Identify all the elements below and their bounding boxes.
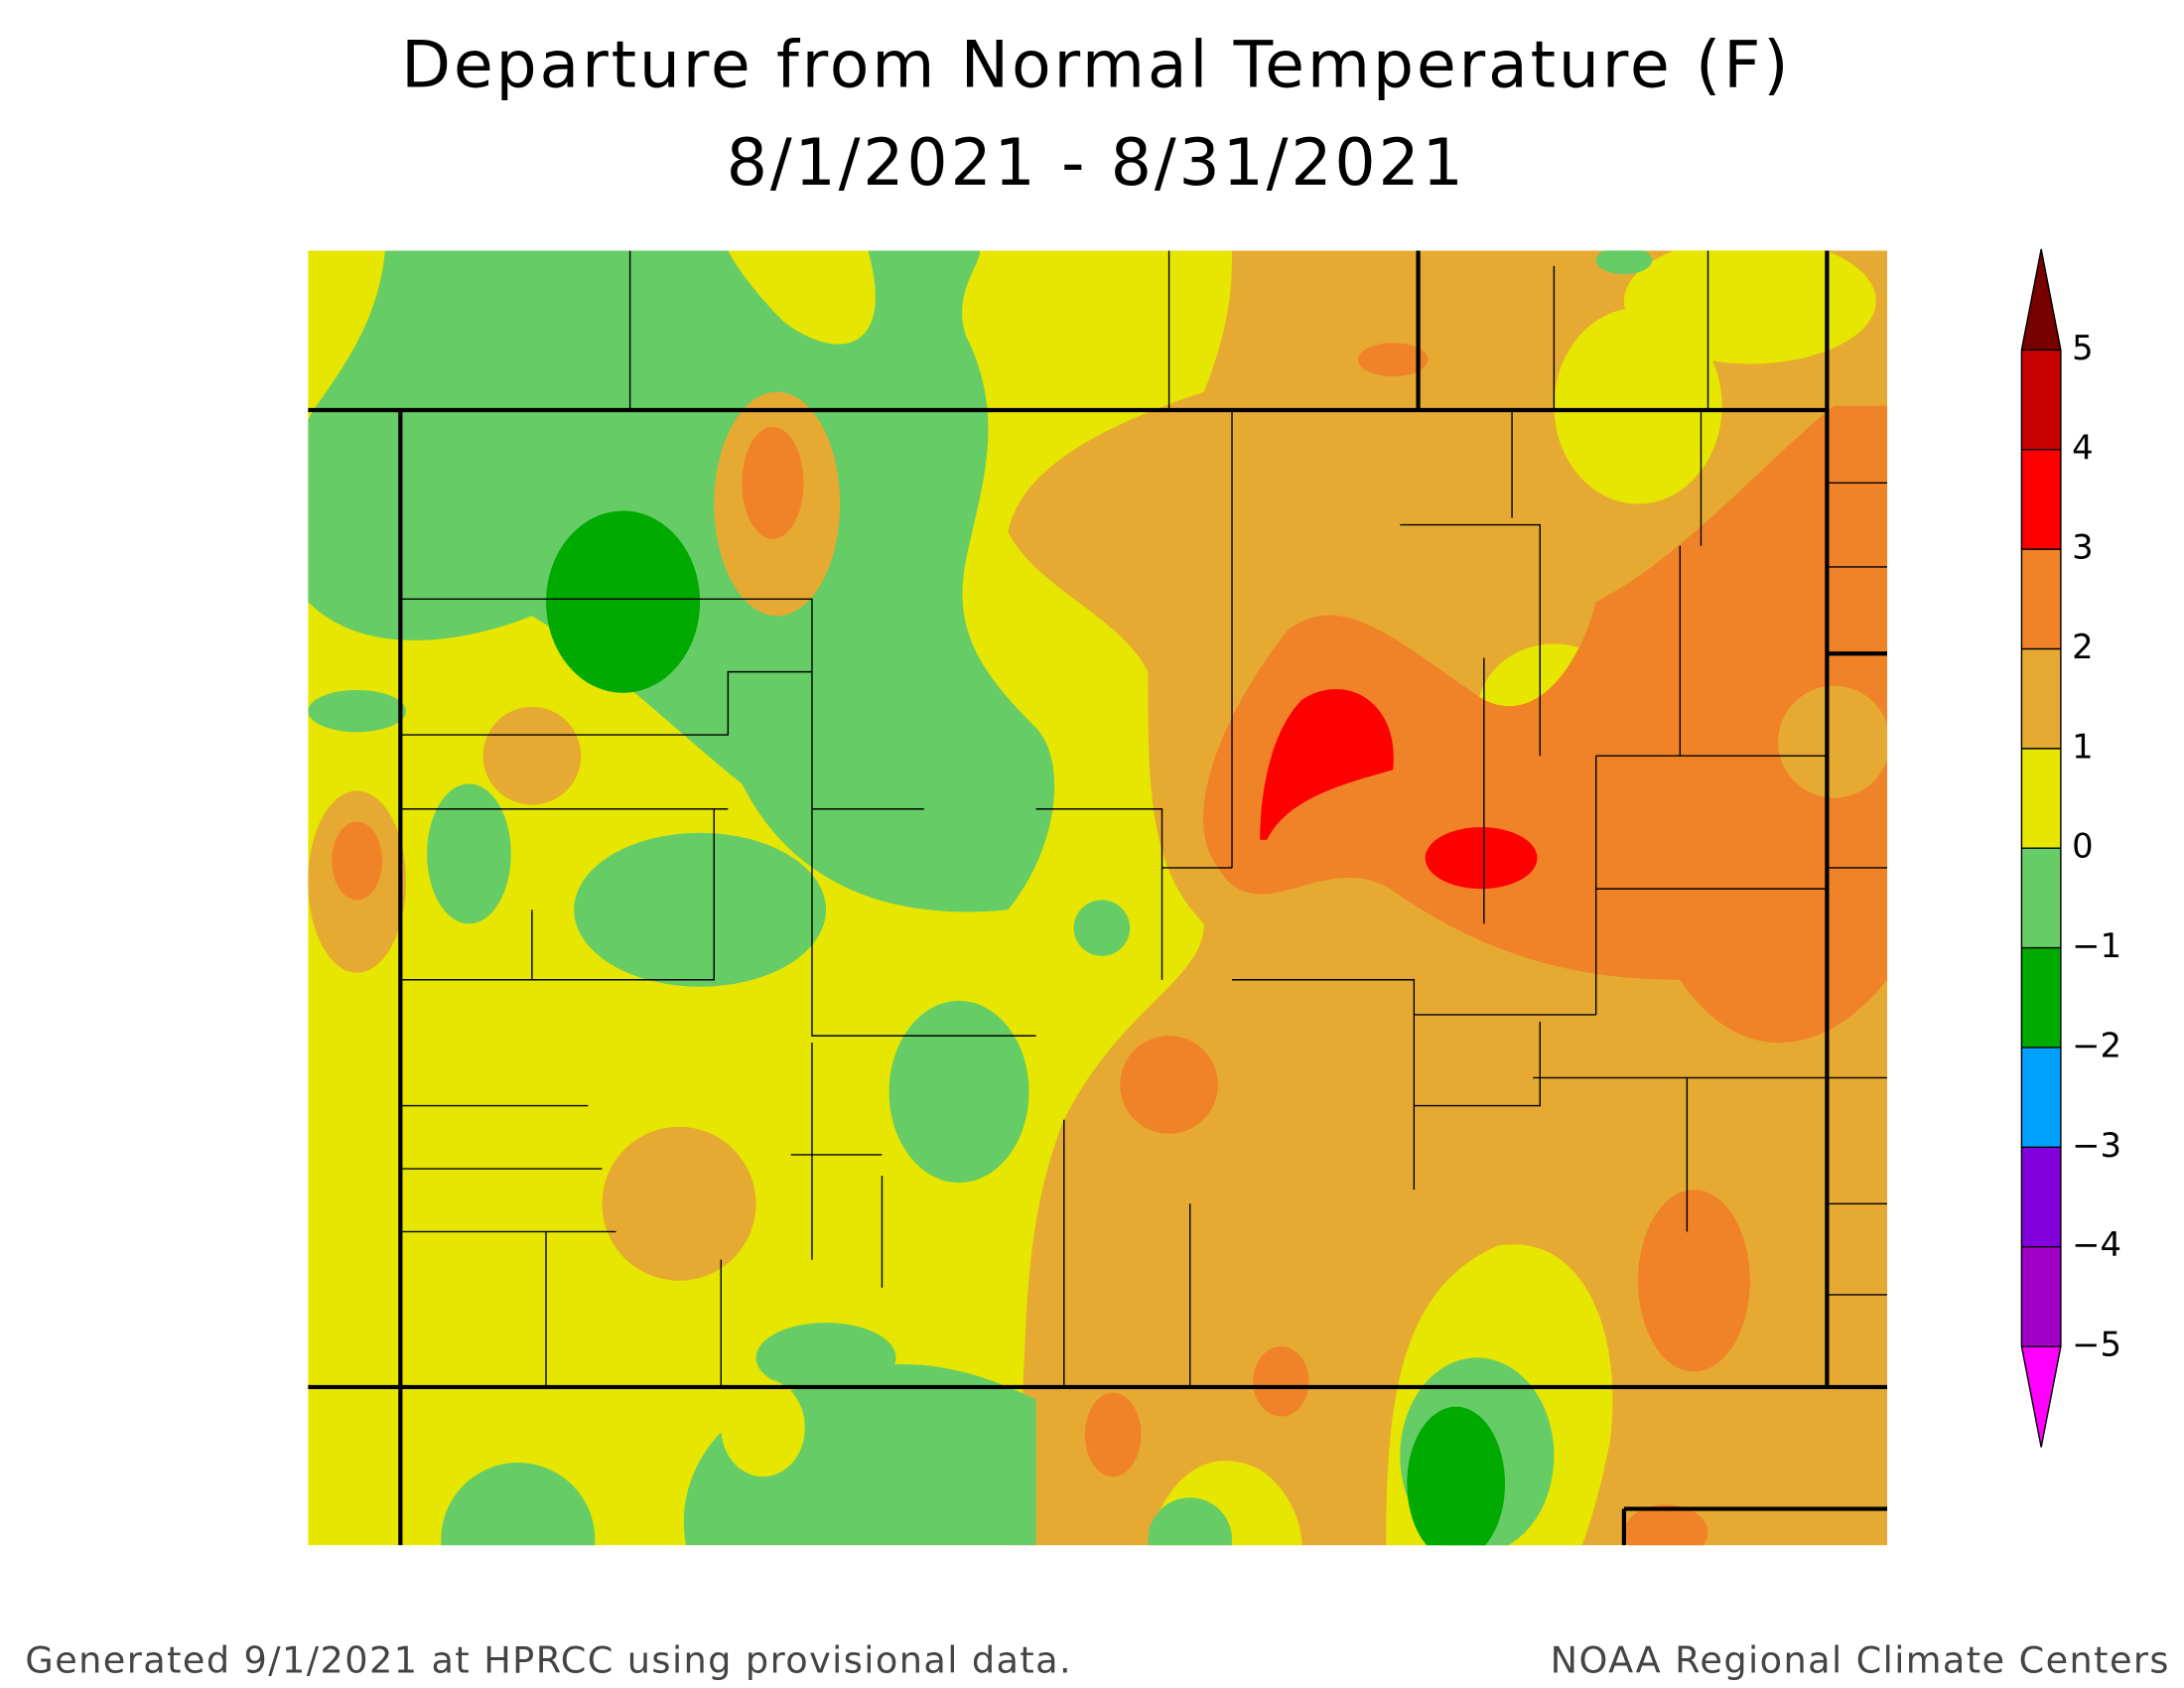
state-borders bbox=[308, 250, 1888, 1546]
region bbox=[1120, 1036, 1218, 1134]
legend-tick-label: −2 bbox=[2072, 1026, 2121, 1064]
region bbox=[1638, 1190, 1750, 1372]
region bbox=[308, 689, 406, 733]
region bbox=[1073, 900, 1131, 956]
region bbox=[546, 510, 701, 693]
region bbox=[1554, 308, 1722, 504]
region bbox=[1595, 250, 1653, 275]
region bbox=[888, 1000, 1029, 1184]
region bbox=[482, 706, 582, 805]
legend-over bbox=[2021, 248, 2061, 351]
region bbox=[1357, 343, 1429, 377]
legend-tick-label: 3 bbox=[2072, 528, 2094, 567]
legend-bin bbox=[2021, 1147, 2061, 1247]
legend-bin bbox=[2021, 350, 2061, 450]
region bbox=[1148, 1497, 1233, 1546]
legend-bin bbox=[2021, 947, 2061, 1048]
legend-bin bbox=[2021, 549, 2061, 649]
legend-tick-label: 1 bbox=[2072, 727, 2094, 766]
region bbox=[1407, 1406, 1506, 1546]
legend-bin bbox=[2021, 848, 2061, 948]
legend-tick-label: −1 bbox=[2072, 926, 2121, 965]
legend-bin bbox=[2021, 748, 2061, 849]
region bbox=[1084, 1392, 1142, 1477]
legend-tick-label: 5 bbox=[2072, 329, 2094, 367]
region bbox=[1203, 405, 1888, 1044]
legend-tick-label: 0 bbox=[2072, 827, 2094, 866]
region bbox=[1623, 250, 1876, 364]
legend-bin bbox=[2021, 648, 2061, 749]
region bbox=[742, 426, 804, 539]
legend: −5 −4 −3 −2 −1 0 1 2 3 4 5 bbox=[2020, 248, 2121, 1448]
region bbox=[1623, 1504, 1708, 1546]
county-lines bbox=[400, 250, 1888, 1387]
region bbox=[441, 1463, 596, 1546]
legend-tick-label: −5 bbox=[2072, 1326, 2121, 1364]
footer-right: NOAA Regional Climate Centers bbox=[1551, 1639, 2170, 1682]
region bbox=[574, 832, 827, 987]
map-title: Departure from Normal Temperature (F) bbox=[401, 28, 1791, 102]
region bbox=[755, 1323, 896, 1393]
legend-tick-label: 4 bbox=[2072, 428, 2094, 467]
footer-left: Generated 9/1/2021 at HPRCC using provis… bbox=[25, 1639, 1072, 1682]
legend-bin bbox=[2021, 449, 2061, 550]
region bbox=[332, 821, 382, 901]
legend-tick-label: −3 bbox=[2072, 1126, 2121, 1165]
region bbox=[602, 1126, 756, 1281]
region bbox=[1778, 685, 1888, 798]
region bbox=[427, 783, 511, 924]
map-subtitle: 8/1/2021 - 8/31/2021 bbox=[727, 126, 1466, 201]
map bbox=[308, 250, 1888, 1546]
region bbox=[721, 1378, 805, 1477]
region bbox=[1425, 827, 1538, 890]
legend-bin bbox=[2021, 1246, 2061, 1347]
region bbox=[1260, 689, 1394, 840]
legend-tick-label: −4 bbox=[2072, 1225, 2121, 1264]
legend-tick-label: 2 bbox=[2072, 628, 2094, 666]
region bbox=[1253, 1346, 1309, 1417]
legend-under bbox=[2021, 1346, 2061, 1448]
legend-bin bbox=[2021, 1047, 2061, 1148]
